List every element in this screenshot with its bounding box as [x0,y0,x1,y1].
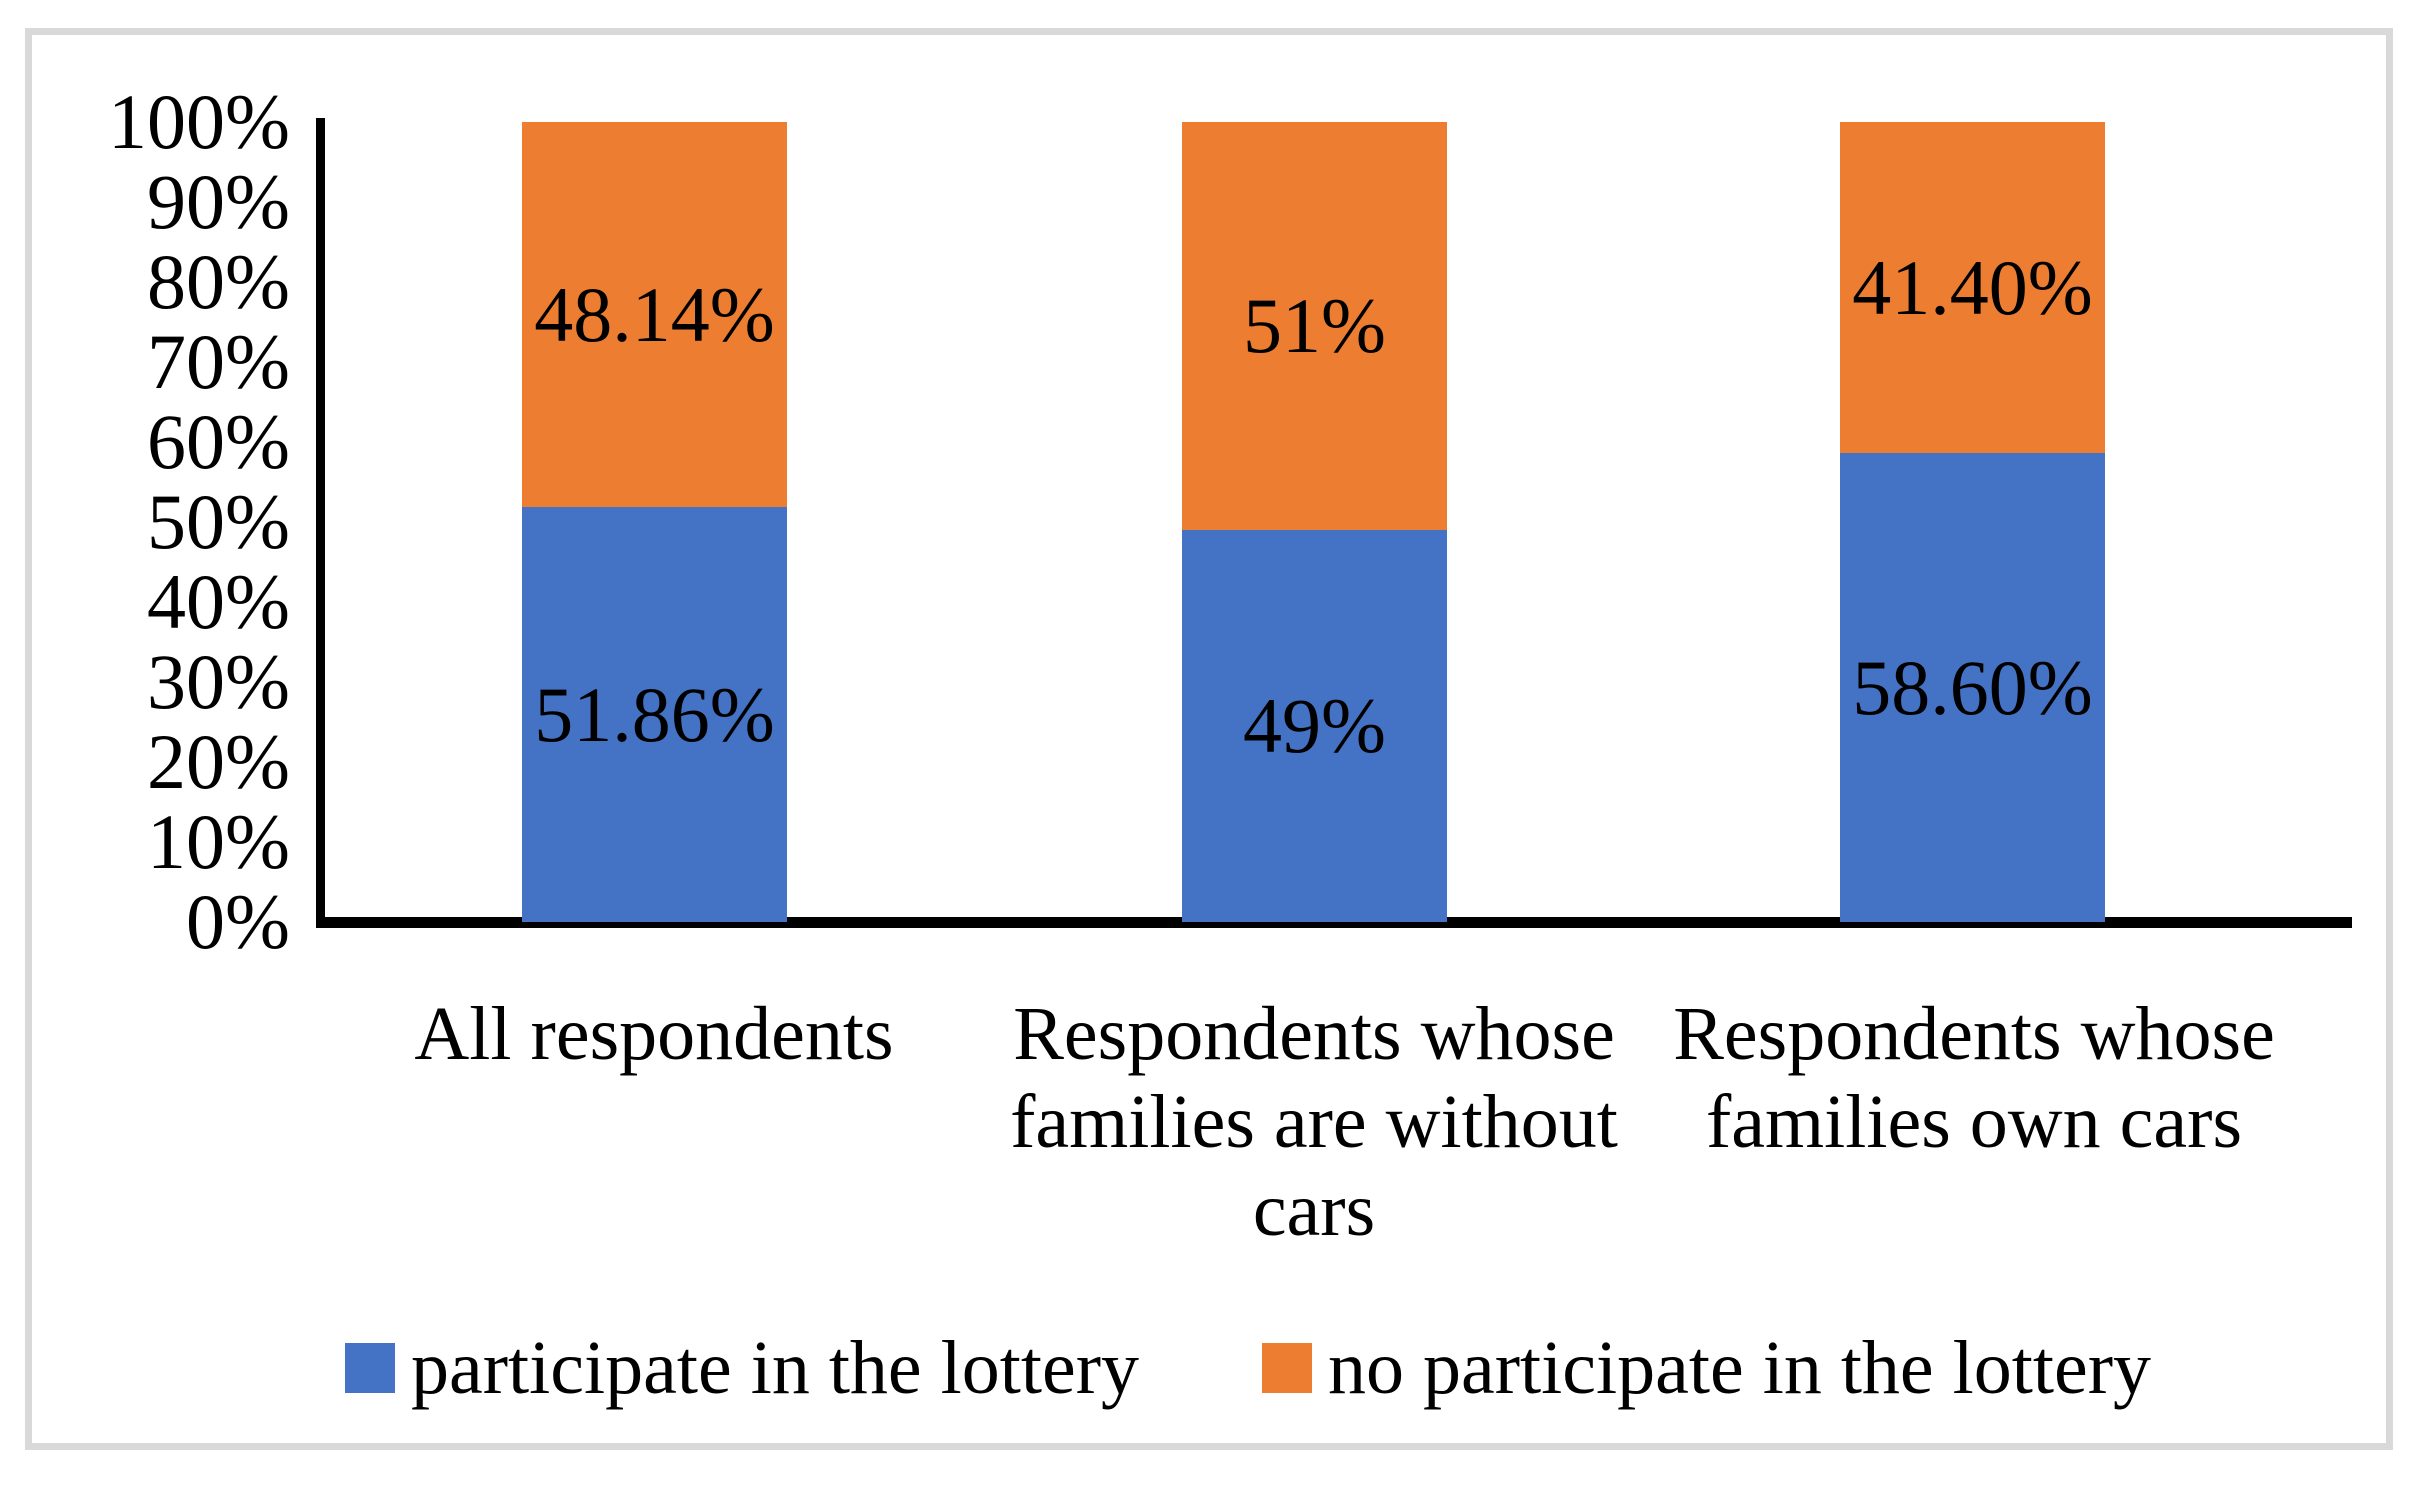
bar-segment-no-participate: 41.40% [1840,122,2105,454]
legend-swatch-icon [1262,1343,1312,1393]
y-axis-tick-label: 90% [147,158,290,245]
bar-segment-no-participate: 51% [1182,122,1447,530]
legend-swatch-icon [345,1343,395,1393]
x-axis-line [316,917,2352,928]
category-label-2: Respondents whose families are without c… [1010,992,1618,1253]
category-label-1: All respondents [414,992,894,1076]
chart-border [25,28,2393,1450]
bar-segment-participate: 49% [1182,530,1447,922]
y-axis-tick-label: 80% [147,238,290,325]
legend-label: participate in the lottery [411,1325,1140,1410]
y-axis-tick-label: 20% [147,718,290,805]
bar-segment-no-participate: 48.14% [522,122,787,508]
legend-label: no participate in the lottery [1328,1325,2152,1410]
category-label-3: Respondents whose families own cars [1673,992,2275,1165]
bar-segment-participate: 58.60% [1840,453,2105,922]
data-label: 51% [1243,282,1386,369]
y-axis-tick-label: 50% [147,478,290,565]
y-axis-tick-label: 60% [147,398,290,485]
y-axis-tick-label: 0% [186,878,290,965]
data-label: 48.14% [534,270,775,358]
bar-2: 51% 49% [1182,122,1447,922]
y-axis-tick-label: 10% [147,798,290,885]
y-axis-tick-label: 30% [147,638,290,725]
bar-segment-participate: 51.86% [522,507,787,922]
bar-1: 48.14% 51.86% [522,122,787,922]
legend-item-participate: participate in the lottery [345,1318,1139,1418]
data-label: 51.86% [534,670,775,758]
y-axis-tick-label: 100% [108,78,290,165]
data-label: 49% [1243,682,1386,769]
data-label: 58.60% [1852,643,2093,731]
y-axis-line [316,118,325,928]
data-label: 41.40% [1852,243,2093,331]
bar-3: 41.40% 58.60% [1840,122,2105,922]
y-axis-tick-label: 70% [147,318,290,405]
y-axis-tick-label: 40% [147,558,290,645]
legend-item-no-participate: no participate in the lottery [1262,1318,2151,1418]
